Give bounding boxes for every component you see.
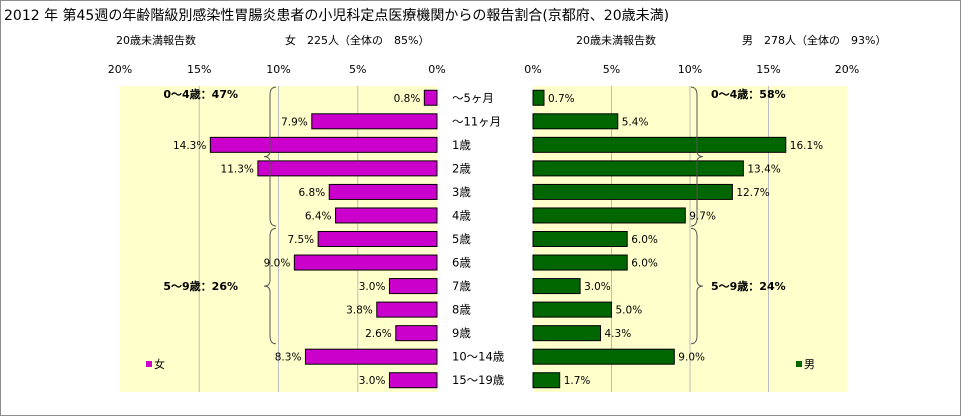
male-bar <box>532 278 581 295</box>
male-tick-label: 5% <box>603 63 620 76</box>
male-header-right: 男 278人（全体の 93%） <box>742 33 886 47</box>
female-group-label: 0～4歳：47% <box>163 87 238 101</box>
male-tick-label: 20% <box>835 63 859 76</box>
category-label: 10～14歳 <box>452 350 505 364</box>
male-tick-label: 15% <box>756 63 780 76</box>
male-data-label: 6.0% <box>631 258 658 270</box>
female-header-right: 女 225人（全体の 85%） <box>285 33 429 47</box>
female-group-label: 5～9歳：26% <box>163 279 238 293</box>
category-label: 2歳 <box>452 161 471 175</box>
female-data-label: 3.0% <box>359 375 386 387</box>
female-tick-label: 15% <box>187 63 211 76</box>
female-tick-label: 10% <box>266 63 290 76</box>
female-data-label: 3.8% <box>346 305 373 317</box>
chart-title: 2012 年 第45週の年齢階級別感染性胃腸炎患者の小児科定点医療機関からの報告… <box>4 7 669 24</box>
male-bar <box>532 301 612 318</box>
male-bar <box>532 89 545 106</box>
male-legend-key <box>796 361 802 367</box>
female-bar <box>209 136 438 153</box>
female-tick-label: 0% <box>428 63 445 76</box>
female-legend-label: 女 <box>154 357 165 371</box>
female-bar <box>304 348 438 365</box>
female-bar <box>335 207 438 224</box>
female-group-brace <box>263 86 277 227</box>
category-label: 3歳 <box>452 185 471 199</box>
male-bar <box>532 254 628 271</box>
female-data-label: 6.8% <box>299 187 326 199</box>
female-bar <box>388 278 438 295</box>
male-bar <box>532 136 787 153</box>
male-data-label: 1.7% <box>564 375 591 387</box>
female-bar <box>328 183 438 200</box>
male-group-brace <box>690 86 704 227</box>
female-data-label: 14.3% <box>173 140 206 152</box>
female-bar <box>423 89 438 106</box>
female-bar <box>376 301 438 318</box>
female-header-left: 20歳未満報告数 <box>116 34 196 47</box>
male-bar <box>532 183 733 200</box>
male-data-label: 5.0% <box>616 305 643 317</box>
male-bar <box>532 231 628 247</box>
female-data-label: 0.8% <box>394 93 421 105</box>
female-data-label: 6.4% <box>305 210 332 222</box>
female-bar <box>317 231 438 247</box>
female-data-label: 7.5% <box>287 234 314 246</box>
female-data-label: 2.6% <box>365 328 392 340</box>
female-data-label: 8.3% <box>275 352 302 364</box>
category-label: 1歳 <box>452 138 471 152</box>
female-bar <box>395 325 438 342</box>
male-bar <box>532 207 686 224</box>
female-group-brace <box>263 227 277 345</box>
female-legend-key <box>146 361 152 367</box>
female-data-label: 3.0% <box>359 281 386 293</box>
male-bar <box>532 348 675 365</box>
category-label: ～11ヶ月 <box>452 114 501 128</box>
category-label: 6歳 <box>452 256 471 270</box>
female-data-label: 9.0% <box>264 258 291 270</box>
male-bar <box>532 113 619 130</box>
male-header-left: 20歳未満報告数 <box>576 34 656 47</box>
female-bar <box>311 113 438 130</box>
male-tick-label: 0% <box>524 63 541 76</box>
category-label: 7歳 <box>452 279 471 293</box>
male-bar <box>532 325 602 342</box>
male-data-label: 0.7% <box>548 93 575 105</box>
male-data-label: 5.4% <box>622 116 649 128</box>
female-bar <box>388 372 438 389</box>
male-tick-label: 10% <box>678 63 702 76</box>
male-group-label: 5～9歳：24% <box>711 279 786 293</box>
male-data-label: 16.1% <box>790 140 823 152</box>
male-data-label: 9.7% <box>689 210 716 222</box>
male-data-label: 12.7% <box>736 187 769 199</box>
category-label: 9歳 <box>452 326 471 340</box>
female-tick-label: 5% <box>349 63 366 76</box>
category-label: 8歳 <box>452 303 471 317</box>
male-data-label: 13.4% <box>747 163 780 175</box>
category-label: ～5ヶ月 <box>452 91 494 105</box>
category-label: 5歳 <box>452 232 471 246</box>
male-legend-label: 男 <box>804 358 815 371</box>
female-bar <box>257 160 438 177</box>
male-bar <box>532 160 744 177</box>
male-data-label: 4.3% <box>605 328 632 340</box>
male-bar <box>532 372 561 389</box>
female-tick-label: 20% <box>108 63 132 76</box>
male-data-label: 9.0% <box>678 352 705 364</box>
female-data-label: 7.9% <box>281 116 308 128</box>
male-group-brace <box>690 227 704 345</box>
female-data-label: 11.3% <box>221 163 254 175</box>
male-data-label: 6.0% <box>631 234 658 246</box>
male-data-label: 3.0% <box>584 281 611 293</box>
female-bar <box>293 254 438 271</box>
male-group-label: 0～4歳：58% <box>711 87 786 101</box>
category-label: 15～19歳 <box>452 373 505 387</box>
category-label: 4歳 <box>452 208 471 222</box>
